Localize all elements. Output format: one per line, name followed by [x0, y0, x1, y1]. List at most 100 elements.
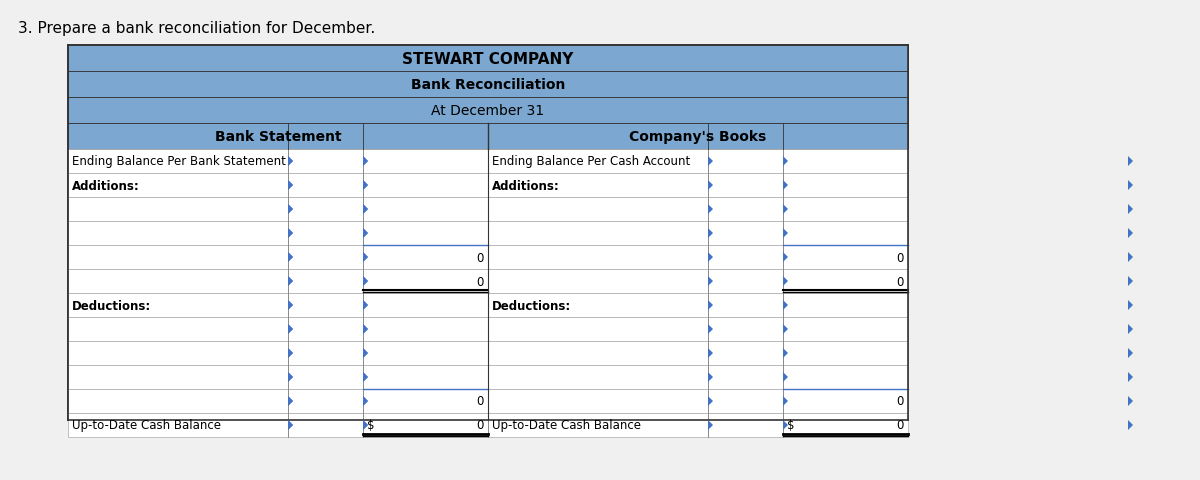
Text: 0: 0	[476, 419, 484, 432]
Text: Additions:: Additions:	[72, 179, 139, 192]
Polygon shape	[708, 348, 713, 358]
Text: Deductions:: Deductions:	[492, 299, 571, 312]
Polygon shape	[784, 324, 788, 334]
Polygon shape	[364, 228, 368, 239]
Polygon shape	[288, 156, 293, 167]
Bar	[68, 174, 908, 198]
Polygon shape	[364, 396, 368, 406]
Text: 0: 0	[476, 251, 484, 264]
Text: Up-to-Date Cash Balance: Up-to-Date Cash Balance	[72, 419, 221, 432]
Polygon shape	[364, 420, 368, 430]
Polygon shape	[708, 228, 713, 239]
Polygon shape	[708, 300, 713, 311]
Polygon shape	[1128, 204, 1133, 215]
Polygon shape	[708, 252, 713, 263]
Polygon shape	[1128, 180, 1133, 191]
Polygon shape	[784, 180, 788, 191]
Text: 0: 0	[896, 251, 904, 264]
Polygon shape	[364, 324, 368, 334]
Polygon shape	[288, 204, 293, 215]
Polygon shape	[364, 348, 368, 358]
Text: 3. Prepare a bank reconciliation for December.: 3. Prepare a bank reconciliation for Dec…	[18, 21, 376, 36]
Bar	[68, 198, 908, 222]
Bar	[68, 317, 908, 341]
Text: Bank Statement: Bank Statement	[215, 130, 341, 144]
Text: $: $	[367, 419, 374, 432]
Text: Ending Balance Per Bank Statement: Ending Balance Per Bank Statement	[72, 155, 286, 168]
Bar	[68, 72, 908, 98]
Polygon shape	[288, 348, 293, 358]
Bar	[68, 46, 908, 420]
Polygon shape	[784, 396, 788, 406]
Text: Bank Reconciliation: Bank Reconciliation	[410, 78, 565, 92]
Polygon shape	[708, 324, 713, 334]
Polygon shape	[364, 252, 368, 263]
Polygon shape	[364, 180, 368, 191]
Polygon shape	[784, 204, 788, 215]
Polygon shape	[364, 156, 368, 167]
Polygon shape	[1128, 276, 1133, 287]
Polygon shape	[288, 228, 293, 239]
Bar	[68, 222, 908, 245]
Text: STEWART COMPANY: STEWART COMPANY	[402, 51, 574, 66]
Polygon shape	[708, 180, 713, 191]
Polygon shape	[784, 156, 788, 167]
Bar	[68, 150, 908, 174]
Polygon shape	[708, 156, 713, 167]
Bar	[68, 46, 908, 72]
Bar	[68, 98, 908, 124]
Polygon shape	[784, 228, 788, 239]
Polygon shape	[708, 204, 713, 215]
Polygon shape	[364, 372, 368, 382]
Polygon shape	[1128, 420, 1133, 430]
Polygon shape	[364, 348, 368, 358]
Text: 0: 0	[896, 275, 904, 288]
Bar	[68, 124, 908, 150]
Polygon shape	[288, 348, 293, 358]
Polygon shape	[288, 252, 293, 263]
Text: 0: 0	[476, 395, 484, 408]
Polygon shape	[1128, 156, 1133, 167]
Polygon shape	[288, 396, 293, 406]
Polygon shape	[1128, 300, 1133, 311]
Text: Additions:: Additions:	[492, 179, 559, 192]
Polygon shape	[288, 420, 293, 430]
Polygon shape	[364, 420, 368, 430]
Polygon shape	[364, 276, 368, 287]
Bar	[68, 413, 908, 437]
Polygon shape	[288, 228, 293, 239]
Polygon shape	[1128, 324, 1133, 334]
Polygon shape	[708, 420, 713, 430]
Polygon shape	[288, 396, 293, 406]
Polygon shape	[1128, 372, 1133, 382]
Text: Up-to-Date Cash Balance: Up-to-Date Cash Balance	[492, 419, 641, 432]
Polygon shape	[288, 276, 293, 287]
Polygon shape	[288, 180, 293, 191]
Text: Ending Balance Per Cash Account: Ending Balance Per Cash Account	[492, 155, 690, 168]
Text: 0: 0	[896, 419, 904, 432]
Polygon shape	[784, 252, 788, 263]
Bar	[68, 365, 908, 389]
Polygon shape	[288, 204, 293, 215]
Polygon shape	[288, 156, 293, 167]
Polygon shape	[288, 300, 293, 311]
Polygon shape	[364, 372, 368, 382]
Text: Deductions:: Deductions:	[72, 299, 151, 312]
Polygon shape	[708, 276, 713, 287]
Polygon shape	[364, 300, 368, 311]
Polygon shape	[364, 204, 368, 215]
Bar	[68, 245, 908, 269]
Text: At December 31: At December 31	[432, 104, 545, 118]
Bar	[68, 341, 908, 365]
Polygon shape	[1128, 396, 1133, 406]
Polygon shape	[784, 420, 788, 430]
Polygon shape	[288, 324, 293, 334]
Text: 0: 0	[896, 395, 904, 408]
Bar	[68, 269, 908, 293]
Polygon shape	[288, 324, 293, 334]
Polygon shape	[364, 204, 368, 215]
Polygon shape	[708, 372, 713, 382]
Polygon shape	[1128, 252, 1133, 263]
Polygon shape	[708, 396, 713, 406]
Polygon shape	[364, 156, 368, 167]
